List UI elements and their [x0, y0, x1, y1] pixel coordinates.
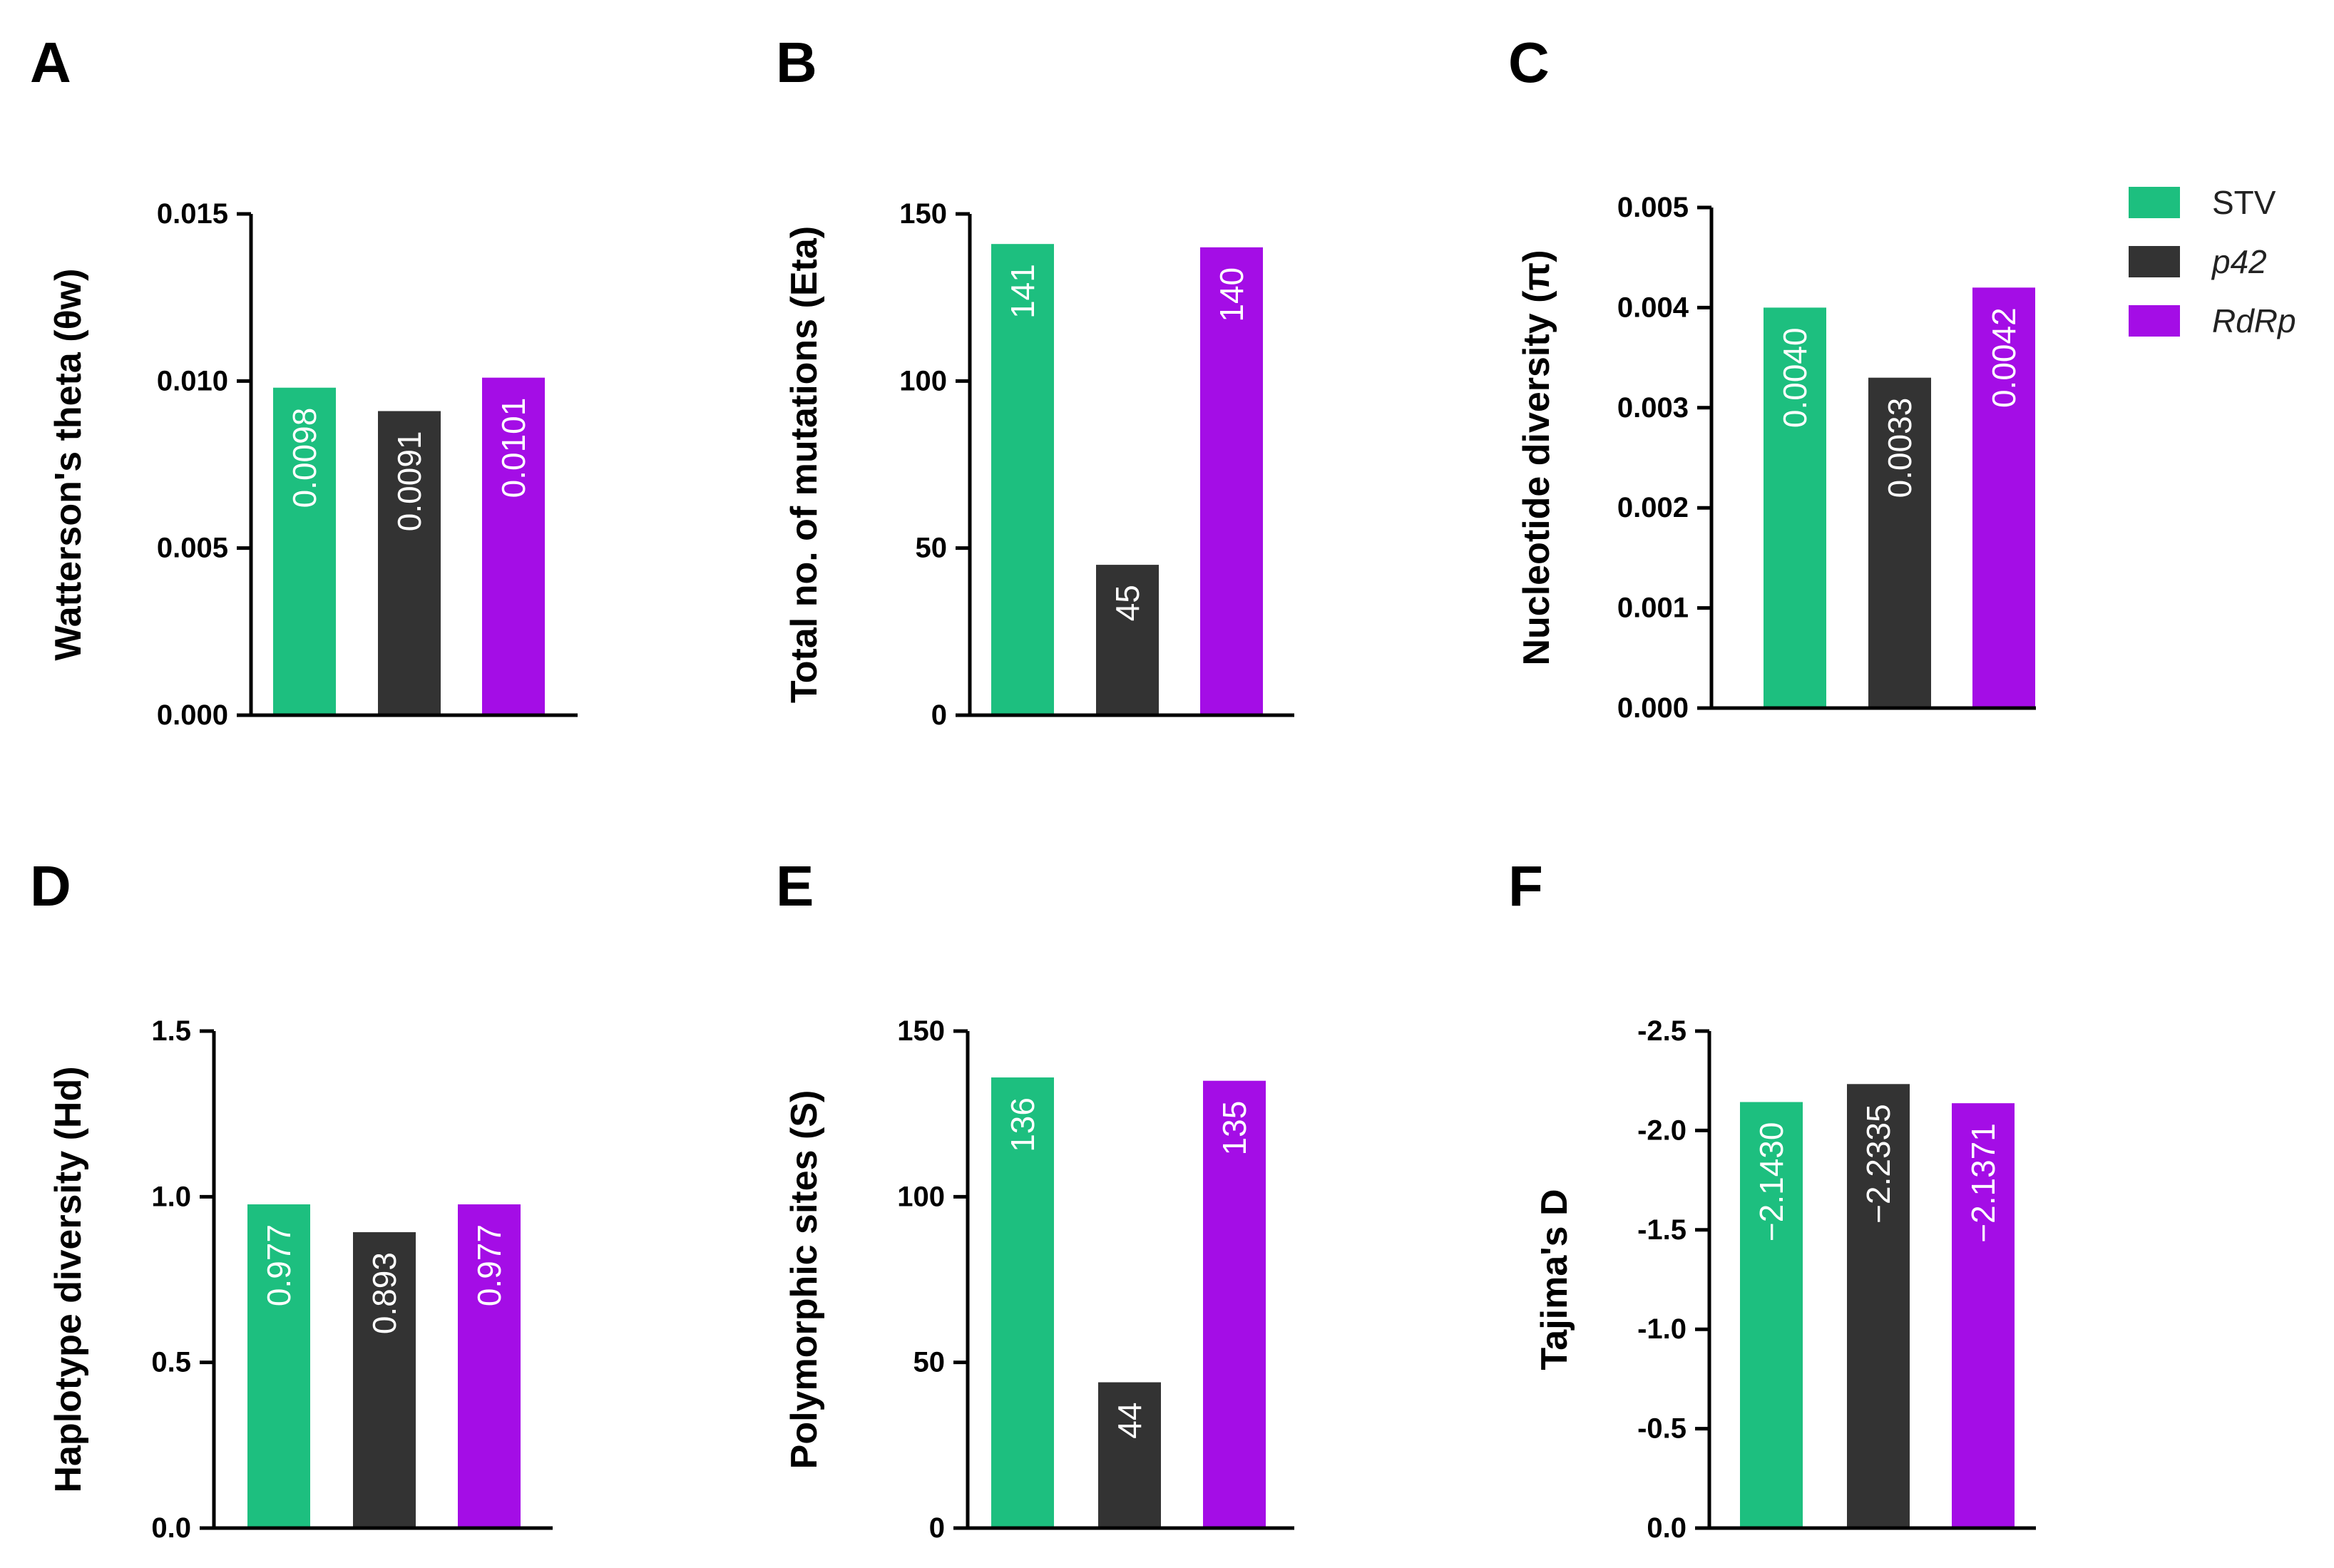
bar-p42	[1847, 1084, 1910, 1528]
y-tick-label: 0.0	[1647, 1512, 1686, 1544]
y-tick-label: 0.005	[157, 533, 228, 564]
panel-d: D 0.977 0.893 0.977 0.0 0.5 1.0 1.5 Haplotype di…	[30, 854, 553, 1544]
panel-b: B 141 45 140 0 50 100 150 Total no. of mutations…	[776, 31, 1294, 731]
y-tick-label: -2.5	[1637, 1015, 1686, 1047]
y-tick-label: 0.0	[151, 1512, 191, 1544]
bar-stv	[1764, 307, 1826, 708]
y-axis-title: Nucleotide diversity (π)	[1516, 250, 1557, 665]
bar-rdrp	[1200, 247, 1263, 715]
y-tick-label: 0.000	[1617, 692, 1689, 724]
y-tick-label: -2.0	[1637, 1114, 1686, 1146]
panel-letter-c: C	[1508, 31, 1550, 94]
y-tick-label: 150	[897, 1015, 945, 1047]
y-tick-label: 0.015	[157, 198, 228, 230]
legend: STV p42 RdRp	[2129, 184, 2296, 339]
legend-label-p42: p42	[2211, 243, 2267, 280]
y-tick-label: 1.0	[151, 1181, 191, 1212]
bar-value-label: 45	[1109, 585, 1146, 621]
bar-stv	[991, 244, 1054, 715]
bar-value-label: 135	[1216, 1101, 1253, 1156]
y-tick-label: -1.0	[1637, 1313, 1686, 1345]
y-tick-label: 0.010	[157, 365, 228, 396]
bar-stv	[247, 1204, 310, 1528]
legend-label-rdrp: RdRp	[2212, 302, 2296, 339]
bar-p42	[1098, 1382, 1161, 1528]
bar-p42	[1096, 565, 1159, 715]
panel-f: F −2.1430 −2.2335 −2.1371 0.0 -0.5 -1.0 -1.5 -2.…	[1508, 854, 2036, 1544]
bar-p42	[378, 411, 441, 715]
panel-letter-b: B	[776, 31, 817, 94]
legend-label-stv: STV	[2212, 184, 2276, 221]
bar-value-label: 141	[1004, 264, 1041, 319]
panel-letter-d: D	[30, 854, 71, 918]
bar-value-label: 0.0101	[495, 398, 532, 498]
bar-value-label: 0.0098	[286, 408, 323, 508]
bar-value-label: 0.0042	[1985, 307, 2022, 408]
bar-value-label: 140	[1213, 267, 1250, 322]
y-tick-label: 0.004	[1617, 292, 1689, 323]
legend-swatch-rdrp	[2129, 305, 2180, 337]
bar-value-label: 0.0033	[1881, 398, 1918, 498]
legend-swatch-p42	[2129, 246, 2180, 277]
y-axis-title: Haplotype diversity (Hd)	[48, 1066, 89, 1492]
panel-letter-e: E	[776, 854, 814, 918]
bar-value-label: −2.1430	[1753, 1122, 1790, 1242]
y-tick-label: 0.5	[151, 1347, 191, 1378]
panel-a: A 0.0098 0.0091 0.0101 0.000 0.005 0.010 0.015 W…	[30, 31, 578, 731]
y-tick-label: 150	[899, 198, 947, 230]
panel-letter-a: A	[30, 31, 71, 94]
y-axis-title: Tajima's D	[1534, 1189, 1575, 1370]
bar-p42	[1868, 377, 1931, 708]
panel-e: E 136 44 135 0 50 100 150 Polymorphic sites (S)	[776, 854, 1294, 1544]
bar-value-label: −2.2335	[1860, 1104, 1897, 1224]
y-axis-title: Total no. of mutations (Eta)	[784, 226, 825, 703]
y-tick-label: -0.5	[1637, 1413, 1686, 1445]
bar-value-label: 44	[1111, 1403, 1148, 1439]
panel-c: C 0.0040 0.0033 0.0042 0.000 0.001 0.002 0.003 0…	[1508, 31, 2036, 724]
bar-stv	[991, 1077, 1054, 1528]
y-axis-title: Polymorphic sites (S)	[784, 1090, 825, 1470]
y-tick-label: 0.002	[1617, 492, 1689, 523]
y-tick-label: 0.005	[1617, 192, 1689, 223]
bar-value-label: 0.0091	[391, 431, 428, 532]
legend-swatch-stv	[2129, 187, 2180, 218]
bar-rdrp	[482, 377, 545, 715]
bar-stv	[273, 387, 336, 715]
bar-value-label: 0.977	[260, 1224, 297, 1306]
y-tick-label: 0.001	[1617, 593, 1689, 624]
bar-value-label: 0.893	[366, 1252, 403, 1334]
bar-rdrp	[1972, 287, 2035, 708]
y-tick-label: 0.003	[1617, 392, 1689, 424]
y-tick-label: 50	[916, 533, 948, 564]
bar-value-label: −2.1371	[1965, 1123, 2002, 1243]
y-tick-label: 100	[899, 365, 947, 396]
bar-rdrp	[1203, 1080, 1266, 1528]
bar-value-label: 136	[1004, 1097, 1041, 1152]
panel-letter-f: F	[1508, 854, 1543, 918]
bar-rdrp	[458, 1204, 521, 1528]
y-tick-label: 50	[913, 1347, 946, 1378]
bar-value-label: 0.977	[471, 1224, 508, 1306]
y-tick-label: 0.000	[157, 700, 228, 731]
y-tick-label: 0	[929, 1512, 945, 1544]
bar-p42	[353, 1232, 416, 1528]
bar-value-label: 0.0040	[1776, 327, 1813, 428]
y-tick-label: 1.5	[151, 1015, 191, 1047]
bar-stv	[1740, 1102, 1803, 1528]
y-tick-label: 0	[931, 700, 947, 731]
y-axis-title: Watterson's theta (θw)	[48, 269, 89, 661]
bar-rdrp	[1952, 1103, 2015, 1528]
y-tick-label: -1.5	[1637, 1214, 1686, 1246]
y-tick-label: 100	[897, 1181, 945, 1212]
